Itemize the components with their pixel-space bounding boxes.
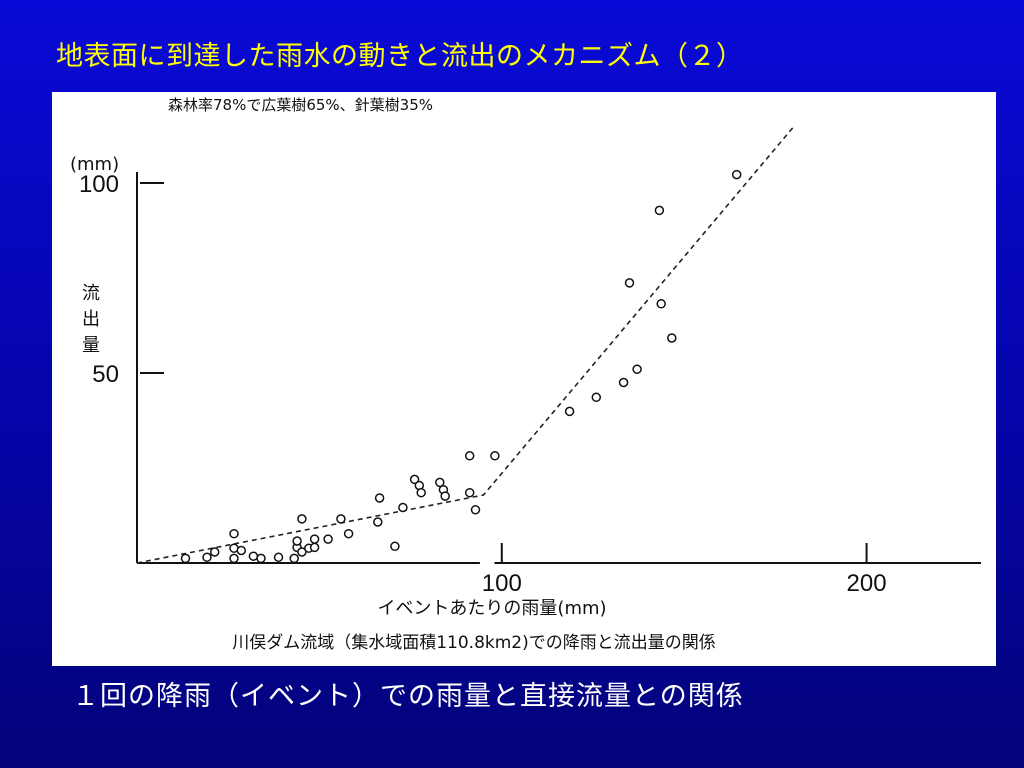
- data-point: [309, 542, 320, 553]
- chart-note: 森林率78%で広葉樹65%、針葉樹35%: [168, 96, 433, 114]
- data-point: [343, 528, 354, 539]
- data-point: [373, 517, 383, 527]
- data-point: [292, 536, 302, 546]
- data-point: [209, 547, 220, 557]
- data-point: [618, 377, 629, 388]
- data-point: [667, 333, 677, 343]
- data-point: [398, 502, 408, 513]
- y-unit-label: (mm): [70, 154, 119, 175]
- data-point: [229, 553, 239, 564]
- data-point: [464, 487, 475, 498]
- data-point: [323, 534, 333, 544]
- data-point: [656, 299, 666, 309]
- data-point: [273, 552, 284, 563]
- slide-title: 地表面に到達した雨水の動きと流出のメカニズム（２）: [56, 41, 744, 72]
- chart-panel: 森林率78%で広葉樹65%、針葉樹35% (mm) 流出量 イベントあたりの雨量…: [52, 92, 996, 666]
- data-point: [624, 278, 635, 288]
- data-point: [632, 364, 642, 374]
- data-point: [470, 505, 481, 515]
- slide-caption: １回の降雨（イベント）での雨量と直接流量との関係: [72, 681, 744, 712]
- figure-caption: 川俣ダム流域（集水域面積110.8km2)での降雨と流出量の関係: [232, 633, 716, 653]
- data-point: [435, 477, 445, 488]
- data-point: [297, 547, 307, 557]
- y-tick-label: 50: [92, 361, 119, 388]
- data-point: [731, 169, 742, 180]
- data-point: [440, 491, 450, 501]
- data-point: [236, 545, 247, 556]
- data-point: [390, 541, 400, 552]
- data-point: [409, 474, 420, 485]
- data-point: [248, 551, 259, 561]
- data-point: [464, 451, 475, 461]
- y-axis-label-char: 出: [82, 309, 100, 330]
- data-point: [256, 553, 266, 564]
- y-axis-label: 流出量: [82, 283, 100, 356]
- y-axis-label-char: 量: [82, 335, 100, 356]
- data-point: [654, 205, 665, 216]
- x-axis-label: イベントあたりの雨量(mm): [377, 598, 606, 619]
- data-point: [229, 528, 239, 539]
- data-point: [202, 552, 212, 563]
- data-point: [289, 553, 299, 564]
- data-point: [591, 392, 602, 403]
- data-point: [297, 514, 307, 524]
- data-point: [336, 514, 346, 524]
- data-point: [180, 553, 191, 564]
- data-point: [416, 487, 426, 498]
- data-point: [374, 493, 385, 503]
- x-tick-label: 200: [847, 570, 887, 597]
- x-tick-label: 100: [482, 570, 522, 597]
- data-point: [564, 406, 575, 417]
- y-tick-label: 100: [79, 171, 119, 198]
- data-point: [309, 534, 320, 544]
- scatter-chart: 森林率78%で広葉樹65%、針葉樹35% (mm) 流出量 イベントあたりの雨量…: [70, 96, 981, 653]
- y-axis-label-char: 流: [82, 283, 100, 304]
- trend-line: [136, 126, 795, 564]
- data-point: [490, 451, 500, 461]
